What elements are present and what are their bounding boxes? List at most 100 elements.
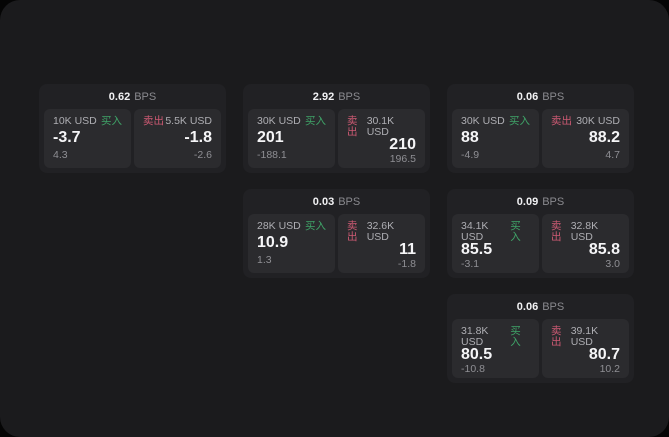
buy-tag: 买入: [305, 220, 326, 232]
buy-tile[interactable]: 31.8K USD 买入 80.5 -10.8: [452, 319, 539, 378]
sell-price: 80.7: [588, 346, 620, 363]
card-body: 31.8K USD 买入 80.5 -10.8 卖出 39.1K USD 80.…: [447, 319, 634, 383]
sell-tile[interactable]: 卖出 39.1K USD 80.7 10.2: [542, 319, 629, 378]
quote-card: 0.62 BPS 10K USD 买入 -3.7 4.3 卖出 5.5K USD…: [39, 84, 226, 173]
buy-price: 85.5: [461, 241, 493, 258]
buy-notional: 28K USD: [257, 220, 301, 232]
buy-price: -3.7: [53, 129, 81, 147]
buy-notional: 31.8K USD: [461, 325, 489, 348]
buy-delta: -3.1: [461, 257, 480, 270]
sell-tile[interactable]: 卖出 5.5K USD -1.8 -2.6: [134, 109, 221, 168]
sell-tile-top: 卖出 30.1K USD: [347, 116, 416, 137]
buy-tag: 买入: [510, 325, 521, 348]
bps-value: 0.06: [516, 90, 539, 103]
sell-tag: 卖出: [551, 325, 562, 348]
sell-tile-top: 卖出 5.5K USD: [143, 116, 212, 127]
buy-tile[interactable]: 30K USD 买入 88 -4.9: [452, 109, 539, 168]
sell-tag: 卖出: [551, 220, 562, 243]
sell-price: 210: [389, 136, 416, 153]
bps-value: 0.09: [516, 195, 539, 208]
bps-value: 0.03: [312, 195, 335, 208]
bps-value: 0.06: [516, 300, 539, 313]
sell-notional: 39.1K USD: [570, 325, 599, 348]
bps-unit-label: BPS: [542, 90, 565, 103]
buy-tile[interactable]: 34.1K USD 买入 85.5 -3.1: [452, 214, 539, 273]
buy-price: 80.5: [461, 346, 493, 363]
buy-tile-top: 30K USD 买入: [461, 116, 530, 127]
buy-tile[interactable]: 30K USD 买入 201 -188.1: [248, 109, 335, 168]
buy-delta: 1.3: [257, 254, 272, 267]
quote-board: 0.62 BPS 10K USD 买入 -3.7 4.3 卖出 5.5K USD…: [39, 84, 634, 383]
quote-card: 0.06 BPS 31.8K USD 买入 80.5 -10.8 卖出 39.1…: [447, 294, 634, 383]
card-header: 0.06 BPS: [447, 84, 634, 109]
sell-notional: 5.5K USD: [165, 115, 212, 127]
card-body: 34.1K USD 买入 85.5 -3.1 卖出 32.8K USD 85.8…: [447, 214, 634, 278]
sell-notional: 32.6K USD: [366, 220, 395, 243]
buy-tile-top: 28K USD 买入: [257, 221, 326, 232]
buy-tile-top: 30K USD 买入: [257, 116, 326, 127]
sell-tile[interactable]: 卖出 32.6K USD 11 -1.8: [338, 214, 425, 273]
buy-delta: -10.8: [461, 362, 485, 375]
quote-card: 2.92 BPS 30K USD 买入 201 -188.1 卖出 30.1K …: [243, 84, 430, 173]
sell-tile-top: 卖出 32.6K USD: [347, 221, 416, 242]
sell-price: 88.2: [588, 129, 620, 147]
quote-card: 0.06 BPS 30K USD 买入 88 -4.9 卖出 30K USD 8…: [447, 84, 634, 173]
buy-tag: 买入: [509, 115, 530, 127]
bps-unit-label: BPS: [134, 90, 157, 103]
sell-delta: 196.5: [389, 152, 416, 165]
sell-delta: 4.7: [605, 149, 620, 162]
card-header: 0.62 BPS: [39, 84, 226, 109]
sell-delta: 3.0: [605, 257, 620, 270]
bps-unit-label: BPS: [338, 195, 361, 208]
sell-tile[interactable]: 卖出 32.8K USD 85.8 3.0: [542, 214, 629, 273]
card-body: 28K USD 买入 10.9 1.3 卖出 32.6K USD 11 -1.8: [243, 214, 430, 278]
sell-tag: 卖出: [347, 220, 358, 243]
card-header: 0.06 BPS: [447, 294, 634, 319]
sell-tag: 卖出: [551, 115, 572, 127]
sell-notional: 30.1K USD: [366, 115, 395, 138]
buy-price: 88: [461, 129, 479, 147]
card-header: 2.92 BPS: [243, 84, 430, 109]
quote-card: 0.09 BPS 34.1K USD 买入 85.5 -3.1 卖出 32.8K…: [447, 189, 634, 278]
quote-card: 0.03 BPS 28K USD 买入 10.9 1.3 卖出 32.6K US…: [243, 189, 430, 278]
bps-unit-label: BPS: [338, 90, 361, 103]
buy-delta: -4.9: [461, 149, 480, 162]
bps-value: 0.62: [108, 90, 131, 103]
sell-notional: 32.8K USD: [570, 220, 599, 243]
sell-price: -1.8: [184, 129, 212, 147]
bps-unit-label: BPS: [542, 195, 565, 208]
buy-tile-top: 31.8K USD 买入: [461, 326, 530, 347]
sell-delta: -2.6: [193, 149, 212, 162]
buy-tile-top: 10K USD 买入: [53, 116, 122, 127]
buy-tag: 买入: [510, 220, 521, 243]
buy-delta: -188.1: [257, 149, 287, 162]
sell-tag: 卖出: [143, 115, 164, 127]
buy-price: 201: [257, 129, 284, 147]
sell-tile-top: 卖出 32.8K USD: [551, 221, 620, 242]
sell-tile[interactable]: 卖出 30K USD 88.2 4.7: [542, 109, 629, 168]
buy-tag: 买入: [305, 115, 326, 127]
card-header: 0.09 BPS: [447, 189, 634, 214]
bps-unit-label: BPS: [542, 300, 565, 313]
buy-delta: 4.3: [53, 149, 68, 162]
buy-tile[interactable]: 28K USD 买入 10.9 1.3: [248, 214, 335, 273]
sell-tile-top: 卖出 39.1K USD: [551, 326, 620, 347]
buy-notional: 34.1K USD: [461, 220, 489, 243]
sell-tile[interactable]: 卖出 30.1K USD 210 196.5: [338, 109, 425, 168]
card-body: 30K USD 买入 201 -188.1 卖出 30.1K USD 210 1…: [243, 109, 430, 173]
buy-tile[interactable]: 10K USD 买入 -3.7 4.3: [44, 109, 131, 168]
sell-tile-top: 卖出 30K USD: [551, 116, 620, 127]
card-body: 10K USD 买入 -3.7 4.3 卖出 5.5K USD -1.8 -2.…: [39, 109, 226, 173]
buy-notional: 10K USD: [53, 115, 97, 127]
bps-value: 2.92: [312, 90, 335, 103]
sell-tag: 卖出: [347, 115, 358, 138]
sell-delta: -1.8: [397, 257, 416, 270]
buy-notional: 30K USD: [461, 115, 505, 127]
card-body: 30K USD 买入 88 -4.9 卖出 30K USD 88.2 4.7: [447, 109, 634, 173]
sell-price: 85.8: [588, 241, 620, 258]
buy-notional: 30K USD: [257, 115, 301, 127]
card-header: 0.03 BPS: [243, 189, 430, 214]
sell-delta: 10.2: [599, 362, 620, 375]
buy-tag: 买入: [101, 115, 122, 127]
